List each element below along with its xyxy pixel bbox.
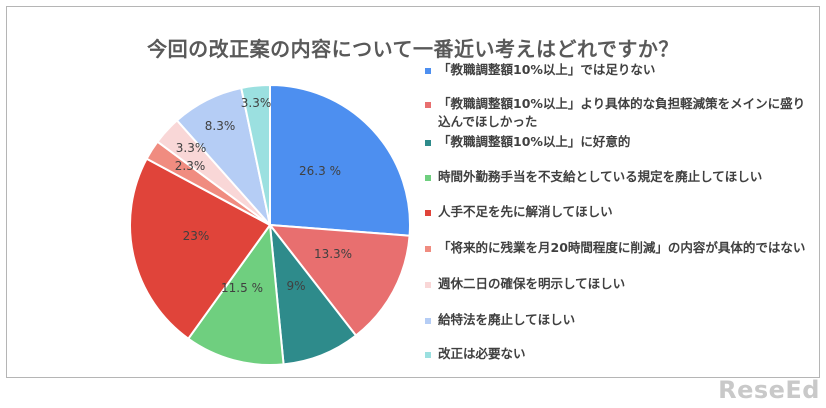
legend-label-9: 改正は必要ない bbox=[438, 346, 526, 361]
pie-slice-3 bbox=[268, 221, 358, 366]
legend-swatch-8 bbox=[425, 318, 431, 324]
legend-item-7: 週休二日の確保を明示してほしい bbox=[425, 275, 808, 293]
slice-value-label-2: 13.3% bbox=[314, 247, 352, 261]
slice-value-label-9: 3.3% bbox=[241, 96, 272, 110]
pie-slice-5 bbox=[129, 157, 272, 341]
pie-slice-1 bbox=[269, 83, 411, 237]
slice-value-label-4: 11.5 % bbox=[221, 281, 263, 295]
legend-item-8: 給特法を廃止してほしい bbox=[425, 311, 808, 329]
legend-label-6: 「将来的に残業を月20時間程度に削減」の内容が具体的ではない bbox=[438, 240, 806, 255]
legend-swatch-3 bbox=[425, 140, 431, 146]
legend-item-9: 改正は必要ない bbox=[425, 345, 808, 363]
slice-value-label-5: 23% bbox=[183, 229, 210, 243]
legend-swatch-9 bbox=[425, 352, 431, 358]
pie-slice-4 bbox=[186, 222, 285, 366]
resed-logo: ReseEd bbox=[718, 376, 820, 404]
legend-item-1: 「教職調整額10%以上」では足りない bbox=[425, 61, 808, 79]
slice-value-label-8: 8.3% bbox=[205, 119, 236, 133]
legend-swatch-6 bbox=[425, 246, 431, 252]
legend-label-1: 「教職調整額10%以上」では足りない bbox=[438, 62, 656, 77]
legend-item-5: 人手不足を先に解消してほしい bbox=[425, 203, 808, 221]
legend-item-4: 時間外勤務手当を不支給としている規定を廃止してほしい bbox=[425, 168, 808, 186]
legend-label-2: 「教職調整額10%以上」より具体的な負担軽減策をメインに盛り込んでほしかった bbox=[438, 96, 806, 129]
slice-value-label-1: 26.3 % bbox=[299, 164, 341, 178]
slice-value-label-3: 9% bbox=[286, 279, 305, 293]
legend-swatch-4 bbox=[425, 175, 431, 181]
pie-slice-2 bbox=[267, 223, 411, 337]
legend-label-4: 時間外勤務手当を不支給としている規定を廃止してほしい bbox=[438, 169, 763, 184]
legend-swatch-1 bbox=[425, 68, 431, 74]
legend-label-7: 週休二日の確保を明示してほしい bbox=[438, 276, 626, 291]
slice-value-label-6: 2.3% bbox=[175, 159, 206, 173]
pie-slice-9 bbox=[240, 83, 271, 226]
legend-label-5: 人手不足を先に解消してほしい bbox=[438, 204, 613, 219]
legend-item-3: 「教職調整額10%以上」に好意的 bbox=[425, 133, 808, 151]
legend-swatch-7 bbox=[425, 282, 431, 288]
chart-title: 今回の改正案の内容について一番近い考えはどれですか？ bbox=[147, 37, 679, 61]
slice-value-label-7: 3.3% bbox=[176, 141, 207, 155]
legend-label-3: 「教職調整額10%以上」に好意的 bbox=[438, 134, 631, 149]
legend-item-6: 「将来的に残業を月20時間程度に削減」の内容が具体的ではない bbox=[425, 239, 808, 257]
legend-item-2: 「教職調整額10%以上」より具体的な負担軽減策をメインに盛り込んでほしかった bbox=[425, 95, 808, 131]
legend-swatch-5 bbox=[425, 210, 431, 216]
legend-label-8: 給特法を廃止してほしい bbox=[438, 312, 576, 327]
legend-swatch-2 bbox=[425, 102, 431, 108]
